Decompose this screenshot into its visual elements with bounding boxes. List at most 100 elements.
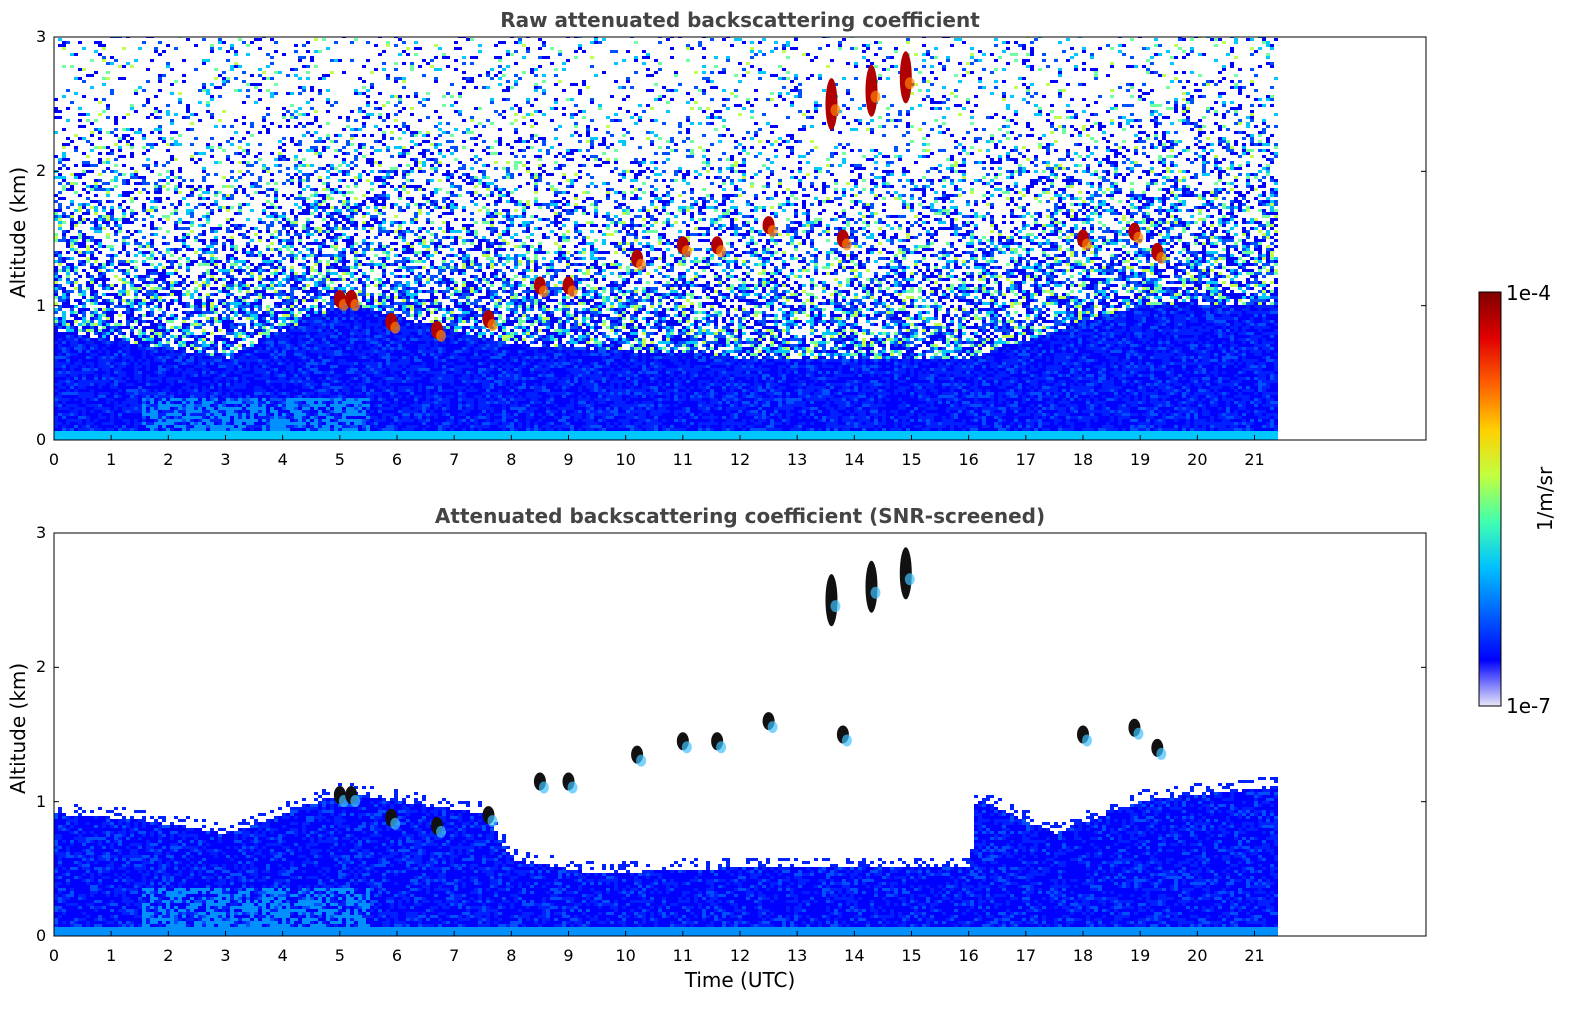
x-tick-label: 4 bbox=[271, 946, 295, 965]
x-tick-label: 9 bbox=[557, 450, 581, 469]
x-tick-label: 7 bbox=[442, 946, 466, 965]
x-tick-label: 2 bbox=[156, 946, 180, 965]
x-tick-label: 4 bbox=[271, 450, 295, 469]
x-tick-label: 3 bbox=[214, 946, 238, 965]
cloud-halo bbox=[350, 795, 360, 807]
cloud-halo bbox=[905, 77, 915, 89]
cloud-mark bbox=[865, 65, 877, 117]
cloud-halo bbox=[870, 91, 880, 103]
y-tick-label: 1 bbox=[36, 296, 46, 315]
cloud-halo bbox=[636, 755, 646, 767]
x-tick-label: 18 bbox=[1071, 946, 1095, 965]
x-tick-label: 8 bbox=[499, 946, 523, 965]
x-tick-label: 19 bbox=[1128, 946, 1152, 965]
x-tick-label: 13 bbox=[785, 450, 809, 469]
x-tick-label: 14 bbox=[842, 946, 866, 965]
cloud-mark bbox=[825, 574, 837, 626]
x-tick-label: 12 bbox=[728, 450, 752, 469]
x-tick-label: 8 bbox=[499, 450, 523, 469]
x-tick-label: 14 bbox=[842, 450, 866, 469]
cloud-halo bbox=[682, 741, 692, 753]
cloud-halo bbox=[1133, 232, 1143, 244]
y-tick-label: 2 bbox=[36, 161, 46, 180]
x-tick-label: 0 bbox=[42, 946, 66, 965]
cloud-mark bbox=[900, 51, 912, 103]
y-tick-label: 1 bbox=[36, 792, 46, 811]
x-tick-label: 10 bbox=[614, 946, 638, 965]
cloud-halo bbox=[436, 330, 446, 342]
cloud-halo bbox=[568, 286, 578, 298]
plots-svg bbox=[0, 0, 1595, 1020]
colorbar-min-label: 1e-7 bbox=[1506, 694, 1551, 718]
cloud-halo bbox=[1156, 748, 1166, 760]
x-tick-label: 16 bbox=[957, 946, 981, 965]
x-tick-label: 13 bbox=[785, 946, 809, 965]
x-tick-label: 5 bbox=[328, 450, 352, 469]
x-tick-label: 11 bbox=[671, 450, 695, 469]
cloud-halo bbox=[682, 245, 692, 257]
x-tick-label: 20 bbox=[1185, 450, 1209, 469]
x-tick-label: 9 bbox=[557, 946, 581, 965]
cloud-halo bbox=[636, 259, 646, 271]
x-tick-label: 12 bbox=[728, 946, 752, 965]
cloud-halo bbox=[842, 239, 852, 251]
cloud-halo bbox=[487, 319, 497, 331]
x-tick-label: 15 bbox=[900, 450, 924, 469]
y-tick-label: 2 bbox=[36, 657, 46, 676]
x-tick-label: 0 bbox=[42, 450, 66, 469]
x-tick-label: 20 bbox=[1185, 946, 1209, 965]
x-tick-label: 1 bbox=[99, 946, 123, 965]
x-tick-label: 16 bbox=[957, 450, 981, 469]
cloud-halo bbox=[1133, 728, 1143, 740]
cloud-halo bbox=[905, 573, 915, 585]
cloud-mark bbox=[900, 547, 912, 599]
x-tick-label: 3 bbox=[214, 450, 238, 469]
x-tick-label: 15 bbox=[900, 946, 924, 965]
cloud-mark bbox=[825, 78, 837, 130]
cloud-halo bbox=[390, 818, 400, 830]
y-tick-label: 3 bbox=[36, 523, 46, 542]
x-tick-label: 17 bbox=[1014, 946, 1038, 965]
cloud-halo bbox=[830, 600, 840, 612]
y-tick-label: 3 bbox=[36, 27, 46, 46]
x-tick-label: 17 bbox=[1014, 450, 1038, 469]
cloud-halo bbox=[1156, 252, 1166, 264]
x-tick-label: 21 bbox=[1243, 450, 1267, 469]
x-tick-label: 19 bbox=[1128, 450, 1152, 469]
cloud-mark bbox=[865, 561, 877, 613]
x-tick-label: 21 bbox=[1243, 946, 1267, 965]
cloud-halo bbox=[830, 104, 840, 116]
cloud-halo bbox=[842, 735, 852, 747]
x-tick-label: 18 bbox=[1071, 450, 1095, 469]
x-tick-label: 2 bbox=[156, 450, 180, 469]
x-tick-label: 5 bbox=[328, 946, 352, 965]
colorbar-max-label: 1e-4 bbox=[1506, 281, 1551, 305]
x-tick-label: 7 bbox=[442, 450, 466, 469]
cloud-halo bbox=[436, 826, 446, 838]
cloud-halo bbox=[716, 741, 726, 753]
cloud-halo bbox=[1082, 735, 1092, 747]
x-tick-label: 6 bbox=[385, 946, 409, 965]
x-tick-label: 11 bbox=[671, 946, 695, 965]
top-heatmap bbox=[54, 35, 1278, 440]
colorbar-unit-label: 1/m/sr bbox=[1533, 467, 1557, 531]
x-tick-label: 10 bbox=[614, 450, 638, 469]
y-tick-label: 0 bbox=[36, 926, 46, 945]
y-tick-label: 0 bbox=[36, 430, 46, 449]
cloud-halo bbox=[487, 815, 497, 827]
x-tick-label: 6 bbox=[385, 450, 409, 469]
cloud-halo bbox=[716, 245, 726, 257]
cloud-halo bbox=[539, 286, 549, 298]
cloud-halo bbox=[768, 225, 778, 237]
cloud-halo bbox=[350, 299, 360, 311]
x-tick-label: 1 bbox=[99, 450, 123, 469]
cloud-halo bbox=[568, 782, 578, 794]
cloud-halo bbox=[1082, 239, 1092, 251]
cloud-halo bbox=[870, 587, 880, 599]
cloud-halo bbox=[768, 721, 778, 733]
colorbar bbox=[1479, 292, 1501, 706]
figure: Raw attenuated backscattering coefficien… bbox=[0, 0, 1595, 1020]
cloud-halo bbox=[539, 782, 549, 794]
bottom-heatmap bbox=[54, 547, 1278, 936]
cloud-halo bbox=[390, 322, 400, 334]
